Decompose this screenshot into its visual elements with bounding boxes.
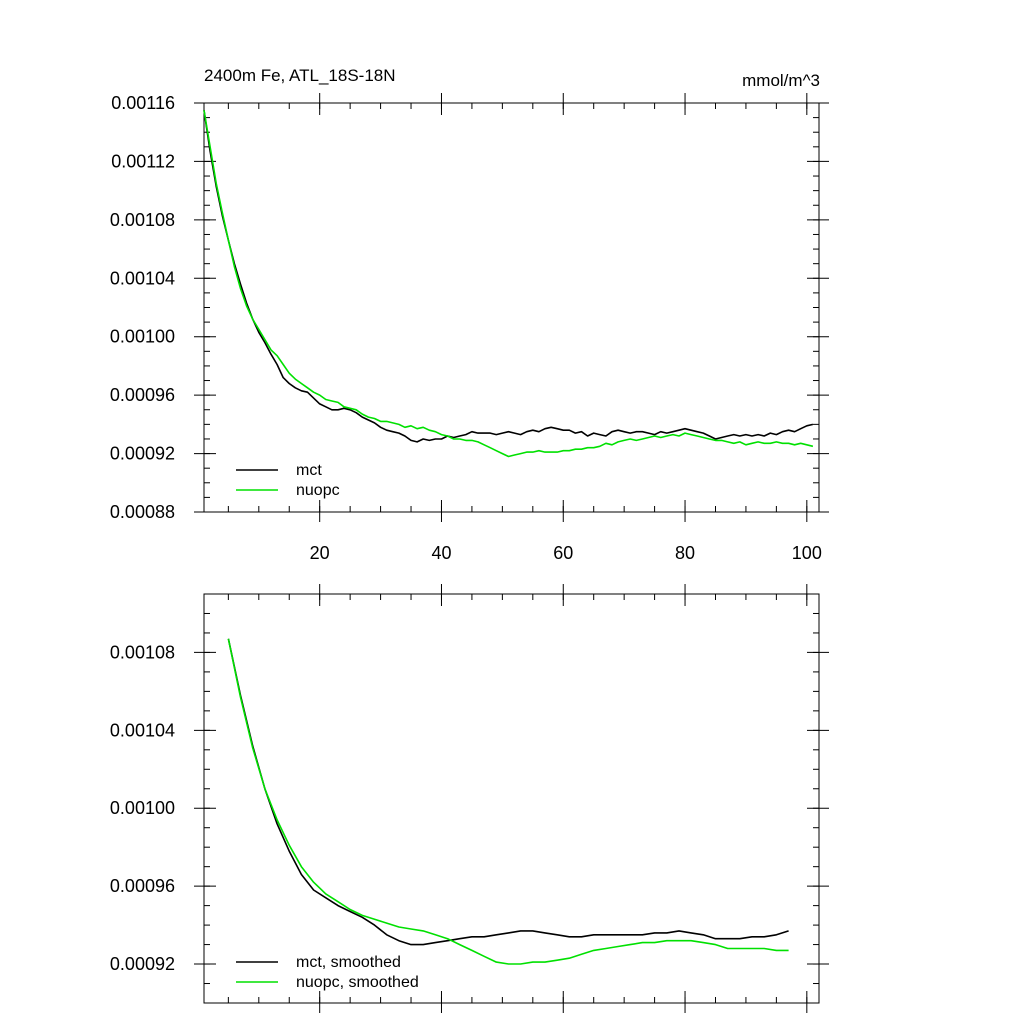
top-panel: 2400m Fe, ATL_18S-18N mmol/m^3 0.00088 0.… (110, 66, 829, 563)
x-tick-label: 40 (431, 543, 451, 563)
y-tick-label: 0.00092 (110, 444, 175, 464)
legend-label: nuopc (296, 482, 340, 499)
plot-frame (203, 102, 820, 513)
plot-frame (203, 593, 820, 1004)
chart-title: 2400m Fe, ATL_18S-18N (204, 66, 396, 85)
x-tick-label: 80 (675, 543, 695, 563)
y-tick-label: 0.00092 (110, 954, 175, 974)
y-tick-label: 0.00108 (110, 210, 175, 230)
y-tick-label: 0.00116 (111, 93, 175, 113)
series-line-nuopc-smoothed (227, 638, 789, 965)
x-tick-label: 60 (553, 543, 573, 563)
y-tick-label: 0.00108 (110, 642, 175, 662)
legend-label: mct (296, 462, 322, 479)
y-tick-label: 0.00112 (111, 151, 175, 171)
y-tick-label: 0.00104 (110, 720, 175, 740)
y-tick-label: 0.00096 (110, 876, 175, 896)
series-line-mct (203, 110, 814, 443)
series-line-nuopc (203, 110, 814, 458)
x-tick-label: 20 (310, 543, 330, 563)
y-tick-label: 0.00100 (110, 327, 175, 347)
legend-label: nuopc, smoothed (296, 974, 419, 991)
y-tick-label: 0.00088 (110, 502, 175, 522)
x-tick-label: 100 (792, 543, 822, 563)
y-tick-label: 0.00096 (110, 385, 175, 405)
y-tick-label: 0.00100 (110, 798, 175, 818)
legend-label: mct, smoothed (296, 954, 401, 971)
y-tick-label: 0.00104 (110, 268, 175, 288)
units-label: mmol/m^3 (742, 71, 820, 90)
series-line-mct-smoothed (227, 638, 789, 946)
bottom-panel: 0.00092 0.00096 0.00100 0.00104 0.00108 mct, … (110, 584, 829, 1013)
